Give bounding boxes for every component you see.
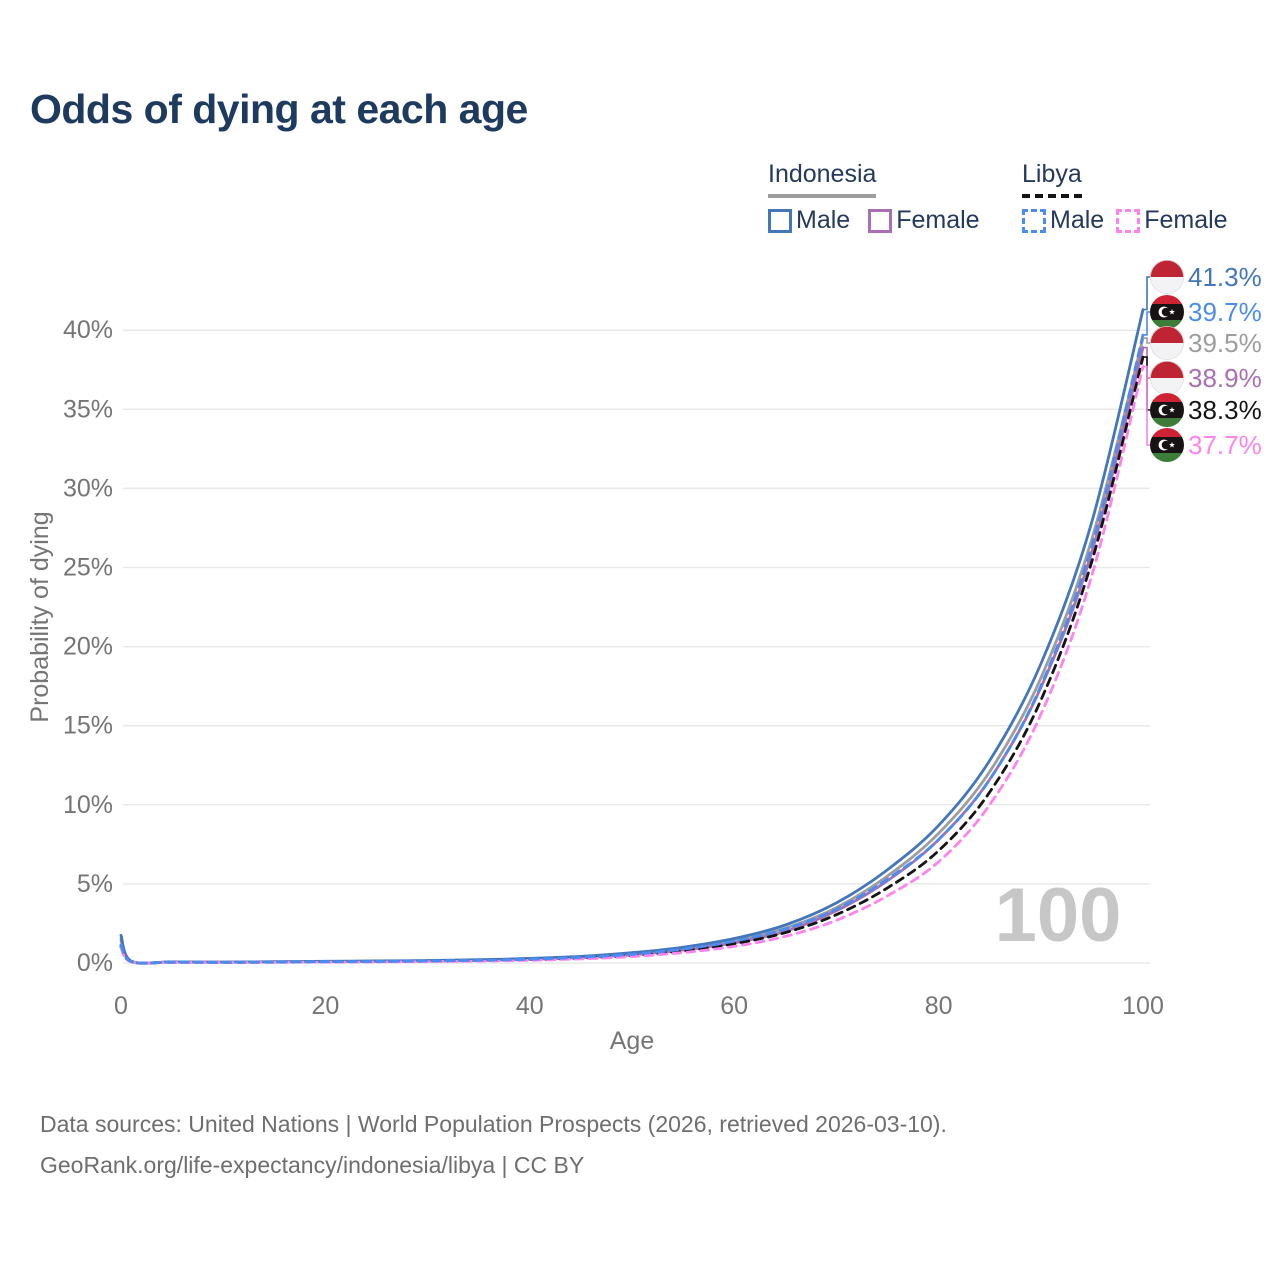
page-title: Odds of dying at each age — [30, 86, 528, 132]
x-axis-tick-labels: 0 20 40 60 80 100 — [114, 992, 1164, 1020]
legend-item-indonesia-female[interactable]: Female — [868, 206, 980, 235]
legend-country-indonesia[interactable]: Indonesia — [768, 160, 877, 198]
legend-group-libya: Libya Male Female — [1022, 160, 1228, 235]
end-label-indonesia-male: 41.3% — [1143, 260, 1262, 311]
end-label-connector — [1143, 311, 1150, 336]
series-end-labels: 41.3% 39.7%39.5% 38.9%38.3% 37.7% — [1143, 260, 1262, 462]
y-axis-tick-labels: 0% 5% 10% 15% 20% 25% 30% 35% 40% — [63, 316, 113, 977]
series-lines — [119, 308, 1145, 965]
legend-item-indonesia-male[interactable]: Male — [768, 206, 850, 235]
y-tick-label: 35% — [63, 395, 113, 423]
plot-area[interactable] — [121, 270, 1148, 963]
indonesia-flag-icon — [1150, 260, 1184, 294]
libya-flag-icon — [1150, 393, 1184, 427]
x-tick-label: 20 — [311, 992, 339, 1020]
legend-label-libya-female: Female — [1144, 206, 1228, 234]
end-label-value: 41.3% — [1188, 262, 1262, 292]
end-label-value: 37.7% — [1188, 430, 1262, 460]
indonesia-flag-icon — [1150, 361, 1184, 395]
y-axis-title: Probability of dying — [26, 511, 54, 722]
y-tick-label: 0% — [77, 949, 113, 977]
end-label-value: 39.7% — [1188, 297, 1262, 327]
legend-item-libya-female[interactable]: Female — [1116, 206, 1228, 235]
legend-item-libya-male[interactable]: Male — [1022, 206, 1104, 235]
end-label-value: 39.5% — [1188, 328, 1262, 358]
legend-label-libya-male: Male — [1050, 206, 1105, 234]
legend-label-indonesia-male: Male — [796, 206, 851, 234]
libya-flag-icon — [1150, 295, 1184, 329]
data-sources-line: Data sources: United Nations | World Pop… — [40, 1111, 947, 1137]
y-tick-label: 15% — [63, 712, 113, 740]
legend-country-libya[interactable]: Libya — [1022, 160, 1082, 198]
legend-country-indonesia-label: Indonesia — [768, 160, 877, 188]
y-tick-label: 40% — [63, 316, 113, 344]
indonesia-male-swatch-icon — [768, 208, 792, 233]
hover-age-watermark: 100 — [995, 873, 1122, 958]
end-label-value: 38.3% — [1188, 395, 1262, 425]
x-tick-label: 100 — [1122, 992, 1164, 1020]
y-tick-label: 10% — [63, 791, 113, 819]
end-label-libya-male: 39.7% — [1143, 295, 1262, 336]
x-tick-label: 40 — [516, 992, 544, 1020]
source-url-line[interactable]: GeoRank.org/life-expectancy/indonesia/li… — [40, 1152, 585, 1178]
end-label-connector — [1143, 337, 1150, 344]
legend-label-indonesia-female: Female — [896, 206, 980, 234]
legend-group-indonesia: Indonesia Male Female — [768, 160, 980, 235]
y-tick-label: 5% — [77, 870, 113, 898]
y-tick-label: 20% — [63, 633, 113, 661]
y-tick-label: 25% — [63, 554, 113, 582]
indonesia-flag-icon — [1150, 326, 1184, 360]
x-tick-label: 0 — [114, 992, 128, 1020]
attribution-footer: Data sources: United Nations | World Pop… — [40, 1104, 947, 1186]
libya-flag-icon — [1150, 428, 1184, 462]
legend-country-libya-label: Libya — [1022, 160, 1082, 188]
x-tick-label: 80 — [925, 992, 953, 1020]
line-libya-female — [119, 365, 1145, 965]
y-tick-label: 30% — [63, 474, 113, 502]
end-label-libya-female: 37.7% — [1143, 365, 1262, 462]
libya-male-swatch-icon — [1022, 208, 1046, 233]
end-label-connector — [1143, 365, 1150, 446]
end-label-indonesia-female: 38.9% — [1143, 346, 1262, 395]
gridlines — [123, 329, 1150, 964]
libya-female-swatch-icon — [1116, 208, 1141, 233]
line-libya-male — [119, 333, 1145, 965]
end-label-indonesia-both: 39.5% — [1143, 326, 1262, 360]
x-axis-title: Age — [610, 1027, 654, 1055]
end-label-value: 38.9% — [1188, 363, 1262, 393]
indonesia-female-swatch-icon — [868, 208, 893, 233]
x-tick-label: 60 — [720, 992, 748, 1020]
end-label-connector — [1143, 276, 1150, 311]
